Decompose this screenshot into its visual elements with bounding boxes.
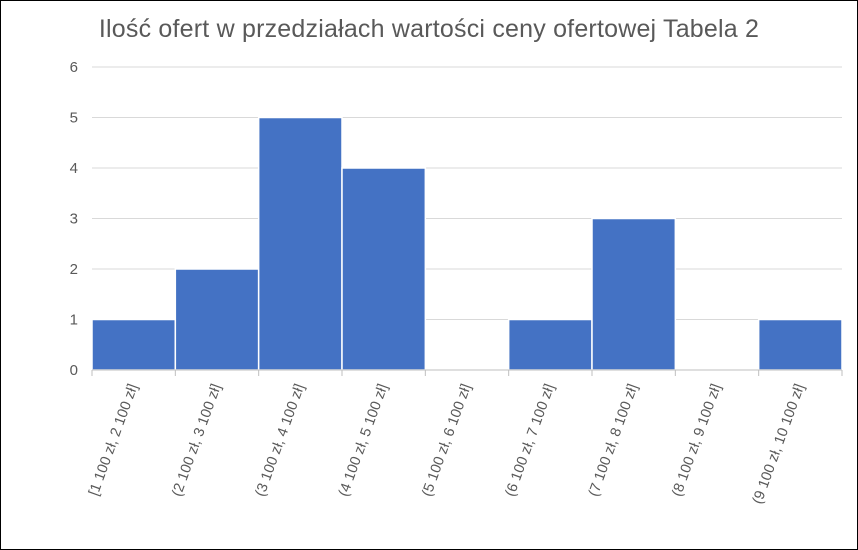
y-tick-label: 3 (70, 211, 78, 228)
x-tick-label: [1 100 zł, 2 100 zł] (86, 382, 141, 498)
x-tick-label: (6 100 zł, 7 100 zł] (503, 382, 559, 499)
y-tick-label: 4 (70, 160, 78, 177)
bar (591, 217, 677, 371)
bar (91, 318, 177, 371)
bar (341, 167, 427, 371)
bar (757, 318, 843, 371)
x-tick-label: (2 100 zł, 3 100 zł] (169, 382, 225, 499)
axes (91, 369, 843, 376)
bar (174, 268, 260, 371)
y-tick-label: 6 (70, 59, 78, 76)
y-tick-label: 0 (70, 362, 78, 379)
y-tick-label: 2 (70, 261, 78, 278)
y-tick-label: 1 (70, 312, 78, 329)
x-tick-label: (4 100 zł, 5 100 zł] (336, 382, 392, 499)
x-tick-label: (3 100 zł, 4 100 zł] (253, 382, 309, 499)
x-tick-label: (7 100 zł, 8 100 zł] (586, 382, 642, 499)
x-tick-labels: [1 100 zł, 2 100 zł] (2 100 zł, 3 100 zł]… (86, 382, 808, 506)
x-tick-label: (9 100 zł, 10 100 zł] (750, 382, 808, 506)
chart-title: Ilość ofert w przedziałach wartości ceny… (98, 15, 760, 43)
bar (257, 116, 343, 371)
y-tick-labels: 0 1 2 3 4 5 6 (70, 59, 78, 379)
bar (507, 318, 593, 371)
y-tick-label: 5 (70, 110, 78, 127)
bars (91, 116, 843, 371)
x-tick-label: (8 100 zł, 9 100 zł] (669, 382, 725, 499)
x-tick-label: (5 100 zł, 6 100 zł] (419, 382, 475, 499)
